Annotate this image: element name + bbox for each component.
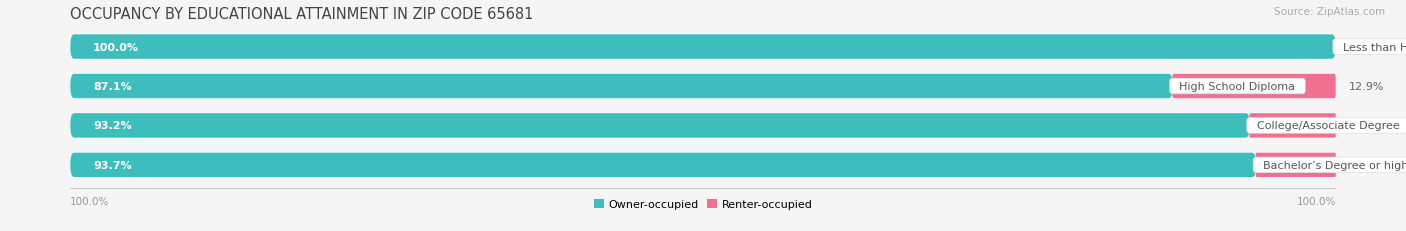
Text: 12.9%: 12.9%: [1348, 82, 1384, 92]
Text: 100.0%: 100.0%: [70, 196, 110, 206]
Text: 93.7%: 93.7%: [93, 160, 132, 170]
FancyBboxPatch shape: [70, 114, 1336, 138]
FancyBboxPatch shape: [1256, 153, 1336, 177]
Text: 100.0%: 100.0%: [1296, 196, 1336, 206]
FancyBboxPatch shape: [70, 74, 1173, 99]
Text: College/Associate Degree: College/Associate Degree: [1250, 121, 1406, 131]
Text: 0.0%: 0.0%: [1348, 42, 1376, 52]
Text: Less than High School: Less than High School: [1336, 42, 1406, 52]
Text: 93.2%: 93.2%: [93, 121, 132, 131]
FancyBboxPatch shape: [70, 35, 1336, 60]
FancyBboxPatch shape: [1250, 114, 1336, 138]
Text: Bachelor’s Degree or higher: Bachelor’s Degree or higher: [1256, 160, 1406, 170]
Text: High School Diploma: High School Diploma: [1173, 82, 1302, 92]
FancyBboxPatch shape: [70, 35, 1336, 60]
FancyBboxPatch shape: [70, 74, 1336, 99]
Text: 6.3%: 6.3%: [1348, 160, 1376, 170]
Text: 100.0%: 100.0%: [93, 42, 139, 52]
Legend: Owner-occupied, Renter-occupied: Owner-occupied, Renter-occupied: [589, 195, 817, 214]
Text: 87.1%: 87.1%: [93, 82, 132, 92]
FancyBboxPatch shape: [70, 153, 1256, 177]
Text: 6.8%: 6.8%: [1348, 121, 1376, 131]
Text: Source: ZipAtlas.com: Source: ZipAtlas.com: [1274, 7, 1385, 17]
FancyBboxPatch shape: [1173, 74, 1336, 99]
Text: OCCUPANCY BY EDUCATIONAL ATTAINMENT IN ZIP CODE 65681: OCCUPANCY BY EDUCATIONAL ATTAINMENT IN Z…: [70, 7, 534, 22]
FancyBboxPatch shape: [70, 153, 1336, 177]
FancyBboxPatch shape: [70, 114, 1250, 138]
